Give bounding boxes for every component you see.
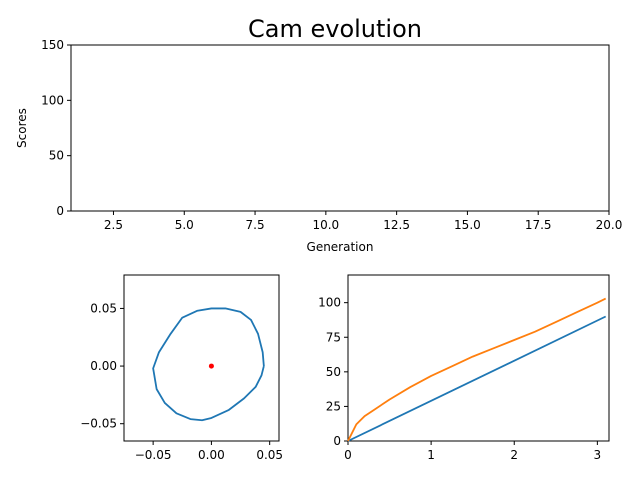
lift-axes-frame [347,274,610,442]
scores-x-tick-label: 12.5 [383,218,410,232]
lift-curve-panel: 0 1 2 3 0 25 50 75 100 [318,274,610,462]
cam-series-line-1 [152,307,265,422]
lift-y-tick-label: 75 [326,330,341,344]
lift-x-tick-label: 2 [510,448,518,462]
scores-x-tick-label: 5.0 [175,218,194,232]
cam-y-tick-label: 0.05 [90,301,117,315]
lift-x-tick-label: 0 [344,448,352,462]
scores-x-axis-label: Generation [307,240,374,254]
scores-x-tick-label: 20.0 [596,218,623,232]
lift-x-tick-label: 1 [427,448,435,462]
lift-y-tick-label: 100 [318,296,341,310]
cam-y-tick-label: −0.05 [80,417,117,431]
cam-x-tick-label: 0.05 [256,448,283,462]
cam-y-tick-label: 0.00 [90,359,117,373]
scores-y-tick-label: 150 [41,38,64,52]
cam-axes-frame [123,274,280,442]
scores-x-tick-label: 7.5 [246,218,265,232]
lift-series-line-2 [347,297,607,442]
scores-y-tick-label: 50 [49,149,64,163]
scores-x-tick-label: 17.5 [525,218,552,232]
cam-center-point [208,363,214,369]
lift-y-tick-label: 50 [326,365,341,379]
scores-y-tick-label: 0 [56,204,64,218]
cam-profile-panel: −0.05 0.00 0.05 −0.05 0.00 0.05 [80,274,283,462]
scores-panel: 2.5 5.0 7.5 10.0 12.5 15.0 17.5 20.0 0 50 100 150 Ge… [15,38,622,254]
scores-y-tick-label: 100 [41,93,64,107]
scores-x-tick-label: 15.0 [454,218,481,232]
cam-x-tick-label: −0.05 [135,448,172,462]
lift-y-tick-label: 0 [333,434,341,448]
cam-x-tick-label: 0.00 [198,448,225,462]
lift-series-line-1 [347,315,607,442]
scores-axes-frame [70,44,610,212]
scores-x-tick-label: 10.0 [312,218,339,232]
chart-title: Cam evolution [248,15,422,43]
lift-y-tick-label: 25 [326,399,341,413]
scores-y-axis-label: Scores [15,108,29,148]
lift-x-tick-label: 3 [594,448,602,462]
scores-x-tick-label: 2.5 [104,218,123,232]
